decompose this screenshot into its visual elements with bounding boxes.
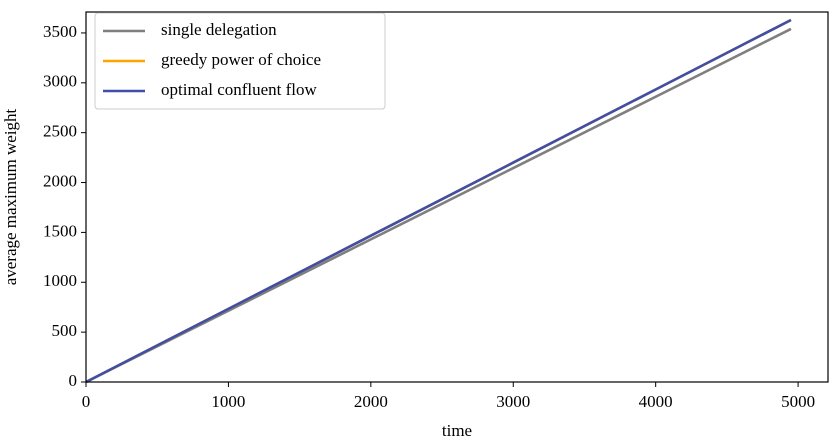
legend-label: single delegation bbox=[161, 20, 277, 39]
legend-label: greedy power of choice bbox=[161, 50, 321, 69]
y-tick-label: 2500 bbox=[43, 122, 77, 141]
y-tick-label: 500 bbox=[52, 321, 78, 340]
x-tick-label: 1000 bbox=[211, 392, 245, 411]
y-tick-label: 3500 bbox=[43, 22, 77, 41]
plot-frame bbox=[85, 11, 829, 383]
x-tick-label: 3000 bbox=[496, 392, 530, 411]
x-tick-label: 4000 bbox=[639, 392, 673, 411]
x-tick-label: 5000 bbox=[781, 392, 815, 411]
legend-box bbox=[94, 12, 386, 110]
legend-label: optimal confluent flow bbox=[161, 80, 318, 99]
x-tick-label: 2000 bbox=[354, 392, 388, 411]
series-line bbox=[85, 27, 792, 384]
y-tick-label: 0 bbox=[69, 371, 78, 390]
y-axis-label: average maximum weight bbox=[1, 108, 20, 285]
x-axis-label: time bbox=[442, 421, 472, 440]
y-tick-label: 1000 bbox=[43, 271, 77, 290]
x-tick-label: 0 bbox=[82, 392, 91, 411]
y-tick-label: 2000 bbox=[43, 171, 77, 190]
y-tick-label: 3000 bbox=[43, 72, 77, 91]
series-line bbox=[85, 18, 792, 384]
y-tick-label: 1500 bbox=[43, 221, 77, 240]
